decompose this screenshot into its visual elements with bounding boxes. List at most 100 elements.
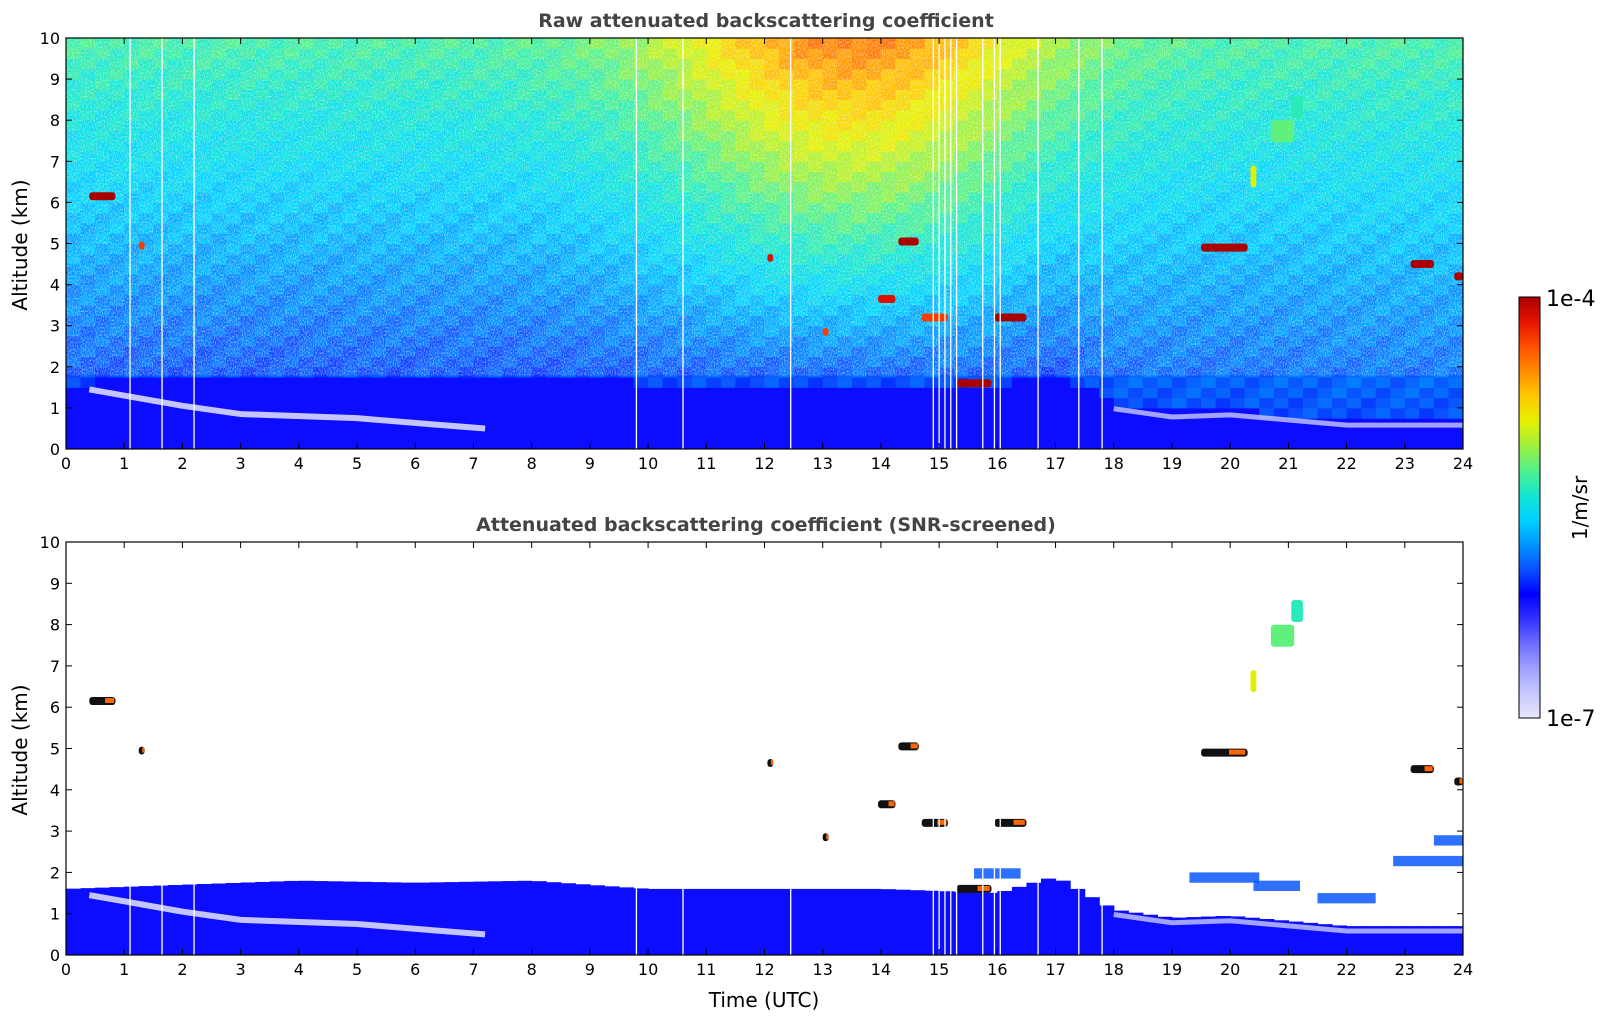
heatmap-cell bbox=[138, 386, 154, 399]
heatmap-cell bbox=[1157, 427, 1173, 440]
cloud-layer bbox=[1201, 243, 1248, 252]
heatmap-cell bbox=[1113, 910, 1129, 955]
heatmap-cell bbox=[764, 397, 780, 409]
heatmap-cell bbox=[80, 397, 96, 409]
heatmap-cell bbox=[1201, 376, 1217, 388]
heatmap-cell bbox=[662, 386, 678, 399]
heatmap-cell bbox=[269, 386, 285, 399]
heatmap-cell bbox=[546, 407, 562, 419]
heatmap-cell bbox=[1157, 407, 1173, 419]
heatmap-cell bbox=[1171, 427, 1188, 440]
heatmap-cell bbox=[822, 386, 838, 399]
heatmap-cell bbox=[153, 417, 169, 429]
heatmap-cell bbox=[1186, 397, 1202, 409]
heatmap-cell bbox=[837, 376, 853, 388]
heatmap-cell bbox=[196, 884, 213, 955]
x-tick-label: 10 bbox=[638, 454, 658, 473]
heatmap-cell bbox=[458, 386, 475, 399]
x-tick-label: 11 bbox=[696, 454, 716, 473]
heatmap-cell bbox=[371, 882, 387, 955]
heatmap-cell bbox=[575, 884, 591, 955]
cloud-layer bbox=[1250, 165, 1257, 188]
heatmap-cell bbox=[1128, 386, 1144, 399]
heatmap-cell bbox=[575, 438, 591, 449]
heatmap-cell bbox=[473, 376, 489, 388]
colorbar: 1e-4 1e-7 1/m/sr bbox=[1518, 287, 1595, 732]
heatmap-cell bbox=[866, 438, 882, 449]
heatmap-cell bbox=[327, 376, 344, 388]
heatmap-cell bbox=[560, 883, 576, 955]
heatmap-cell bbox=[560, 427, 576, 440]
heatmap-cell bbox=[648, 438, 664, 449]
heatmap-cell bbox=[458, 438, 475, 449]
heatmap-cell bbox=[589, 386, 606, 399]
heatmap-cell bbox=[1128, 417, 1144, 429]
heatmap-cell bbox=[880, 386, 897, 399]
heatmap-cell bbox=[1288, 438, 1304, 449]
heatmap-cell bbox=[1375, 438, 1391, 449]
heatmap-cell bbox=[1332, 438, 1348, 449]
heatmap-cell bbox=[1113, 417, 1129, 429]
heatmap-cell bbox=[473, 438, 489, 449]
heatmap-cell bbox=[1259, 386, 1275, 399]
x-tick-label: 24 bbox=[1453, 960, 1473, 979]
heatmap-cell bbox=[255, 427, 271, 440]
heatmap-cell bbox=[764, 438, 780, 449]
x-tick-label: 1 bbox=[119, 454, 129, 473]
panel-screened: Attenuated backscattering coefficient (S… bbox=[8, 514, 1473, 1012]
heatmap-cell bbox=[910, 397, 926, 409]
heatmap-cell bbox=[735, 888, 751, 955]
heatmap-cell bbox=[691, 888, 707, 955]
panel-raw: Raw attenuated backscattering coefficien… bbox=[8, 10, 1473, 473]
heatmap-cell bbox=[1070, 407, 1086, 419]
heatmap-cell bbox=[458, 881, 475, 955]
x-tick-label: 22 bbox=[1336, 960, 1356, 979]
heatmap-cell bbox=[1273, 397, 1289, 409]
panel-screened-axes: 0 1 2 3 4 5 6 7 8 9 10 11 12 13 14 15 16 17 18 19 20 21 22 23 24… bbox=[40, 533, 1474, 979]
heatmap-cell bbox=[182, 376, 198, 388]
heatmap-cell bbox=[1259, 417, 1275, 429]
heatmap-cell bbox=[720, 376, 736, 388]
heatmap-cell bbox=[1273, 920, 1289, 955]
heatmap-cell bbox=[1099, 438, 1115, 449]
heatmap-cell bbox=[124, 397, 140, 409]
heatmap-cell bbox=[662, 888, 678, 955]
heatmap-cell bbox=[1142, 438, 1159, 449]
heatmap-cell bbox=[1070, 397, 1086, 409]
heatmap-cell bbox=[866, 427, 882, 440]
heatmap-cell bbox=[109, 438, 125, 449]
heatmap-cell bbox=[1346, 438, 1362, 449]
heatmap-cell bbox=[153, 407, 169, 419]
aerosol-patch bbox=[1317, 893, 1376, 904]
x-tick-label: 18 bbox=[1104, 454, 1124, 473]
heatmap-cell bbox=[1157, 417, 1173, 429]
heatmap-cell bbox=[764, 417, 780, 429]
y-tick-label: 9 bbox=[50, 574, 60, 593]
heatmap-cell bbox=[1390, 397, 1406, 409]
heatmap-cell bbox=[793, 386, 809, 399]
heatmap-cell bbox=[327, 438, 344, 449]
heatmap-cell bbox=[1433, 438, 1450, 449]
heatmap-cell bbox=[124, 386, 140, 399]
heatmap-cell bbox=[1302, 438, 1319, 449]
heatmap-cell bbox=[1230, 417, 1246, 429]
heatmap-cell bbox=[400, 438, 416, 449]
heatmap-cell bbox=[560, 407, 576, 419]
heatmap-cell bbox=[604, 386, 620, 399]
heatmap-cell bbox=[604, 376, 620, 388]
heatmap-cell bbox=[1288, 427, 1304, 440]
heatmap-cell bbox=[1171, 397, 1188, 409]
heatmap-cell bbox=[313, 427, 329, 440]
heatmap-cell bbox=[880, 397, 897, 409]
cloud-layer bbox=[1250, 670, 1257, 693]
heatmap-cell bbox=[1186, 917, 1202, 955]
heatmap-cell bbox=[1084, 407, 1100, 419]
heatmap-cell bbox=[298, 427, 314, 440]
cloud-edge bbox=[1459, 778, 1463, 784]
heatmap-cell bbox=[415, 438, 431, 449]
heatmap-cell bbox=[488, 881, 504, 955]
cloud-layer bbox=[956, 379, 992, 388]
heatmap-cell bbox=[575, 417, 591, 429]
heatmap-cell bbox=[749, 407, 766, 419]
heatmap-cell bbox=[400, 376, 416, 388]
